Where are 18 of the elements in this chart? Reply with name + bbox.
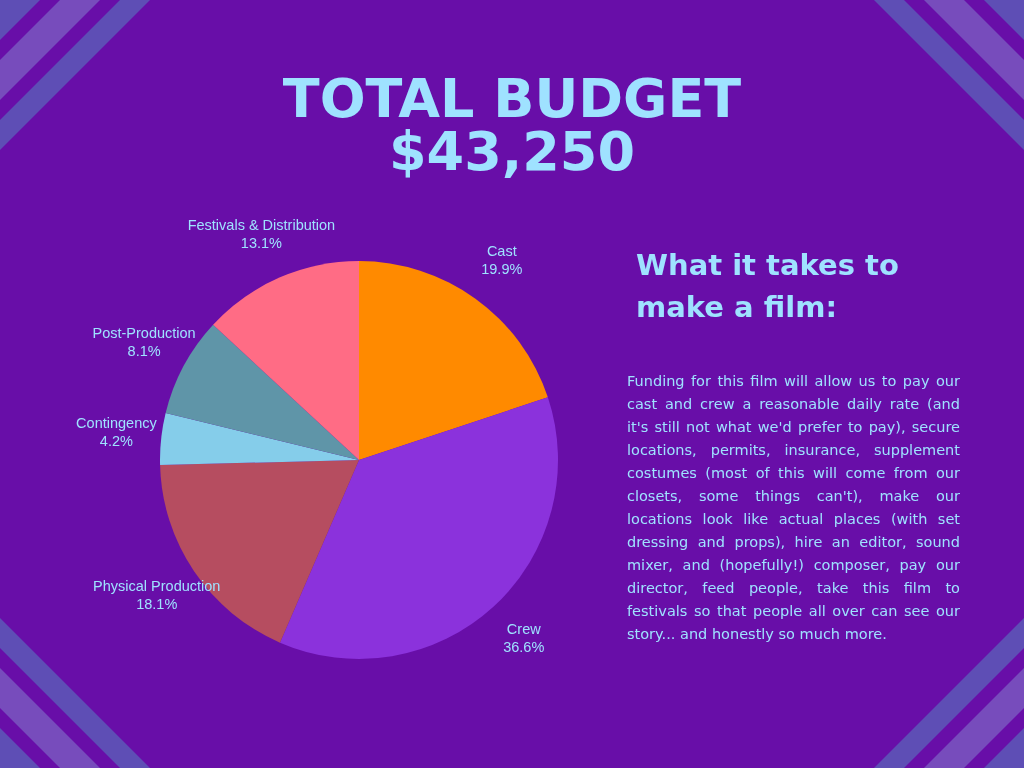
slice-label: Crew bbox=[506, 620, 542, 637]
slice-label: Physical Production bbox=[93, 577, 221, 594]
data-label: 19.9% bbox=[481, 261, 523, 278]
pie-slice bbox=[213, 261, 359, 460]
data-label: 8.1% bbox=[127, 343, 161, 360]
slice-label: Post-Production bbox=[92, 325, 196, 342]
slice-label: Cast bbox=[486, 243, 517, 260]
text: What it takes to make a film: bbox=[636, 247, 900, 326]
data-label: 18.1% bbox=[136, 595, 178, 612]
slice-label: Contingency bbox=[76, 414, 158, 431]
pie-slice bbox=[160, 412, 359, 465]
data-label: 13.1% bbox=[240, 235, 283, 252]
text: Funding for this film will allow us to pay our cast and crew a reasonable daily rate (and it's still not what we'd prefer to pay), secure locations, permits, insurance, supplement costumes (most of this will come from our closets, some things can't), make our locations look like actual places (with set dressing and props), hire an editor, sound mixer, and (hopefully!) composer, pay our director, feed people, take this film to festivals so that people all over can see our story... and honestly so much more. bbox=[627, 373, 960, 642]
data-label: 4.2% bbox=[99, 432, 134, 449]
pie-slice bbox=[359, 261, 548, 460]
pie-slice bbox=[279, 397, 558, 659]
slice-label: Festivals & Distribution bbox=[187, 217, 336, 234]
data-label: 36.6% bbox=[503, 638, 545, 655]
